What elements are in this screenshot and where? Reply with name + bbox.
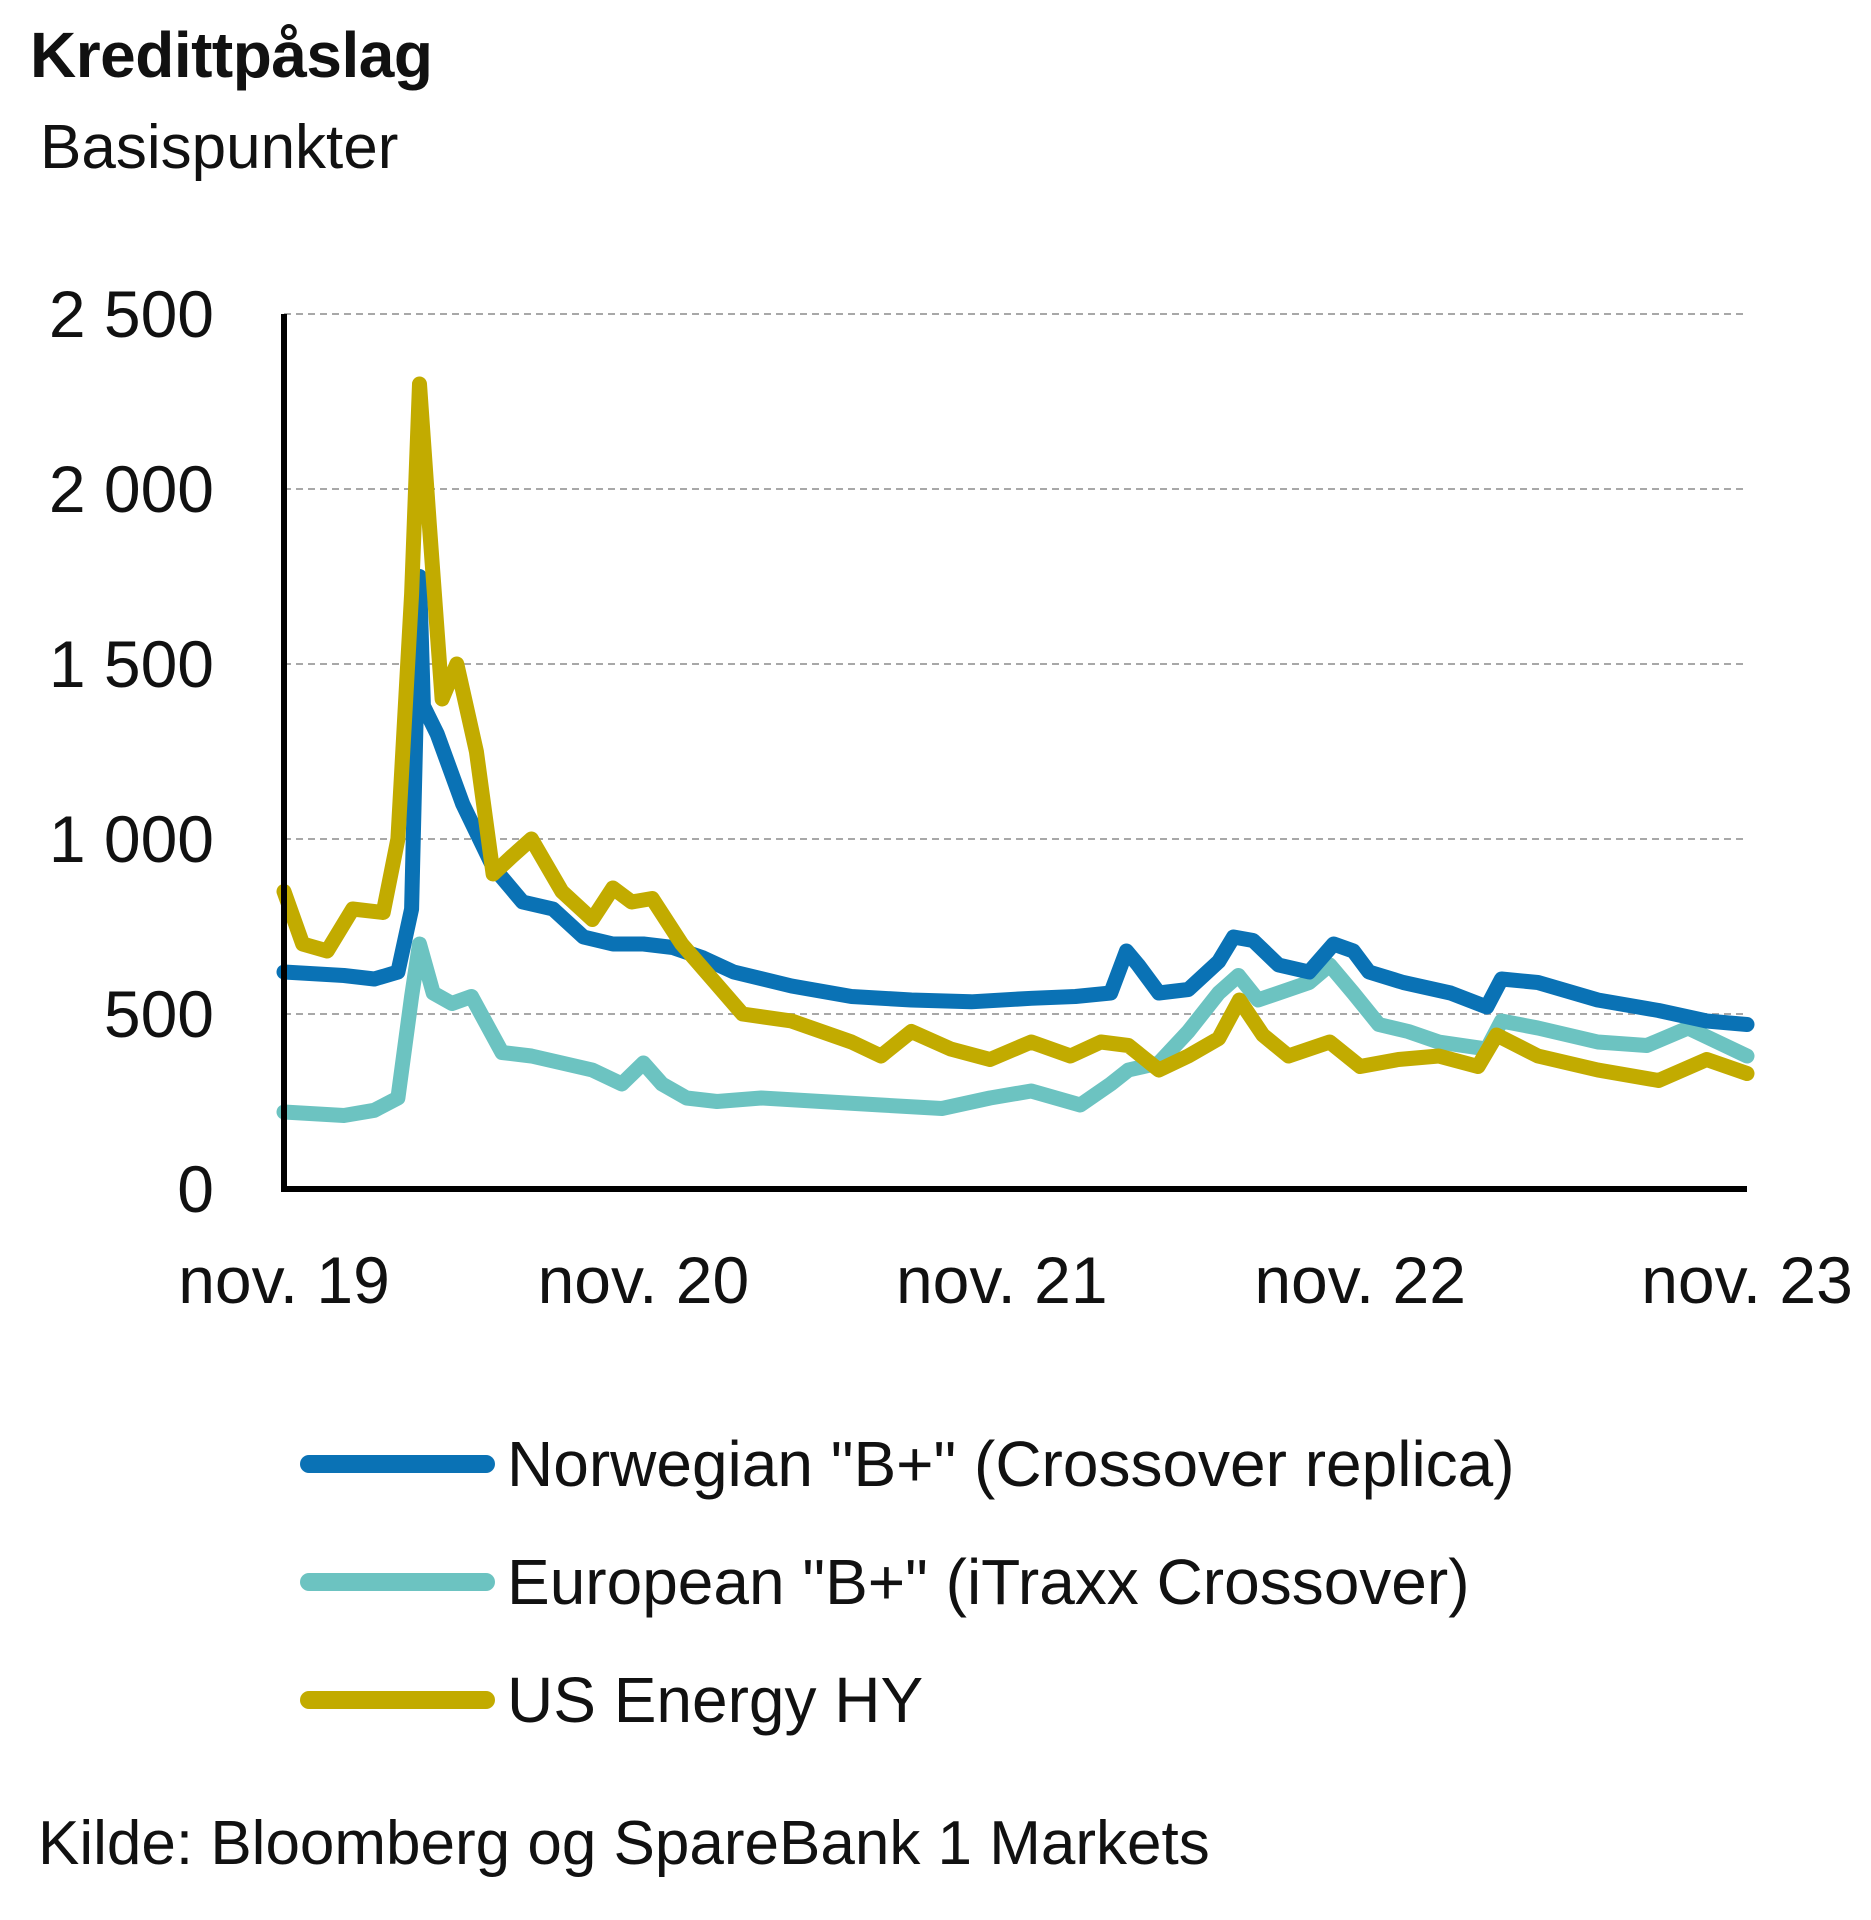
legend-item-european: European "B+" (iTraxx Crossover) [300,1523,1515,1641]
x-tick-label: nov. 19 [178,1243,390,1317]
series-line-norwegian [276,569,1755,1032]
y-tick-label: 1 500 [49,627,214,701]
legend-item-norwegian: Norwegian "B+" (Crossover replica) [300,1405,1515,1523]
series-line-european [276,936,1755,1123]
legend-label-european: European "B+" (iTraxx Crossover) [507,1546,1470,1618]
series-line-us_energy [276,376,1755,1088]
legend: Norwegian "B+" (Crossover replica) Europ… [300,1405,1515,1759]
legend-label-us-energy: US Energy HY [507,1664,924,1736]
legend-swatch-us-energy [300,1691,495,1709]
axes [281,314,1747,1192]
x-tick-label: nov. 22 [1254,1243,1466,1317]
x-tick-label: nov. 20 [538,1243,750,1317]
x-tick-labels: nov. 19 nov. 20 nov. 21 nov. 22 nov. 23 [178,1243,1853,1317]
y-tick-label: 2 000 [49,452,214,526]
legend-swatch-european [300,1573,495,1591]
x-tick-label: nov. 23 [1641,1243,1853,1317]
legend-item-us-energy: US Energy HY [300,1641,1515,1759]
y-tick-labels: 0 500 1 000 1 500 2 000 2 500 [49,277,214,1226]
chart-title: Kredittpåslag [30,19,433,91]
x-tick-label: nov. 21 [896,1243,1108,1317]
source-note: Kilde: Bloomberg og SpareBank 1 Markets [38,1809,1210,1878]
y-tick-label: 500 [104,977,214,1051]
grid-lines [284,313,1747,1015]
series-lines [276,376,1755,1123]
y-tick-label: 1 000 [49,802,214,876]
y-tick-label: 0 [177,1152,214,1226]
chart-subtitle: Basispunkter [40,113,399,182]
legend-swatch-norwegian [300,1455,495,1473]
y-tick-label: 2 500 [49,277,214,351]
legend-label-norwegian: Norwegian "B+" (Crossover replica) [507,1428,1515,1500]
